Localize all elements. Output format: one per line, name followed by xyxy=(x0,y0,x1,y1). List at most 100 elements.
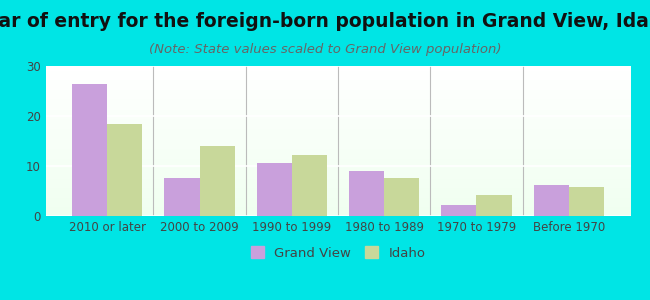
Bar xyxy=(46,158,630,159)
Bar xyxy=(46,180,630,182)
Bar xyxy=(46,82,630,84)
Bar xyxy=(46,93,630,94)
Bar xyxy=(46,118,630,120)
Bar xyxy=(46,103,630,105)
Bar xyxy=(46,198,630,200)
Bar xyxy=(46,106,630,108)
Bar xyxy=(46,183,630,184)
Bar xyxy=(46,148,630,150)
Bar xyxy=(46,189,630,190)
Bar xyxy=(46,132,630,134)
Bar xyxy=(46,130,630,132)
Bar xyxy=(46,105,630,106)
Text: Year of entry for the foreign-born population in Grand View, Idaho: Year of entry for the foreign-born popul… xyxy=(0,12,650,31)
Bar xyxy=(46,136,630,138)
Bar xyxy=(46,108,630,110)
Bar xyxy=(46,168,630,170)
Bar xyxy=(46,204,630,206)
Bar xyxy=(46,177,630,178)
Bar xyxy=(257,163,292,216)
Bar xyxy=(441,205,476,216)
Bar xyxy=(46,81,630,82)
Bar xyxy=(46,111,630,112)
Bar xyxy=(46,212,630,213)
Bar xyxy=(46,76,630,78)
Bar xyxy=(46,98,630,99)
Bar xyxy=(46,160,630,162)
Bar xyxy=(46,124,630,126)
Bar xyxy=(46,152,630,153)
Bar xyxy=(46,96,630,98)
Bar xyxy=(46,122,630,123)
Bar xyxy=(46,150,630,152)
Bar xyxy=(46,90,630,92)
Bar xyxy=(46,176,630,177)
Bar xyxy=(46,129,630,130)
Bar xyxy=(46,69,630,70)
Bar xyxy=(46,94,630,96)
Bar xyxy=(46,194,630,195)
Bar xyxy=(46,182,630,183)
Bar xyxy=(46,75,630,76)
Bar xyxy=(46,128,630,129)
Bar xyxy=(46,116,630,117)
Bar xyxy=(46,66,630,68)
Bar xyxy=(46,102,630,104)
Bar xyxy=(46,112,630,114)
Bar xyxy=(46,165,630,166)
Bar xyxy=(46,156,630,158)
Bar xyxy=(46,154,630,156)
Bar xyxy=(46,70,630,72)
Bar xyxy=(46,195,630,196)
Bar xyxy=(46,88,630,90)
Bar xyxy=(107,124,142,216)
Bar xyxy=(46,174,630,176)
Bar xyxy=(349,171,384,216)
Bar xyxy=(384,178,419,216)
Bar xyxy=(476,194,512,216)
Bar xyxy=(46,78,630,80)
Bar xyxy=(46,186,630,188)
Bar xyxy=(46,214,630,216)
Bar xyxy=(46,110,630,111)
Bar xyxy=(46,178,630,180)
Bar xyxy=(46,87,630,88)
Bar xyxy=(46,210,630,212)
Bar xyxy=(164,178,200,216)
Bar xyxy=(46,171,630,172)
Bar xyxy=(534,184,569,216)
Bar xyxy=(200,146,235,216)
Bar xyxy=(292,155,327,216)
Bar xyxy=(46,123,630,124)
Bar xyxy=(46,99,630,100)
Bar xyxy=(46,68,630,69)
Bar xyxy=(46,200,630,201)
Bar xyxy=(46,126,630,128)
Bar xyxy=(46,114,630,116)
Bar xyxy=(46,206,630,207)
Bar xyxy=(46,201,630,202)
Bar xyxy=(46,140,630,141)
Bar xyxy=(46,164,630,165)
Bar xyxy=(46,207,630,208)
Bar xyxy=(46,202,630,204)
Legend: Grand View, Idaho: Grand View, Idaho xyxy=(244,240,432,266)
Bar xyxy=(46,159,630,160)
Bar xyxy=(46,147,630,148)
Bar xyxy=(46,92,630,93)
Bar xyxy=(46,172,630,174)
Bar xyxy=(46,74,630,75)
Bar xyxy=(46,146,630,147)
Bar xyxy=(46,162,630,164)
Bar xyxy=(46,135,630,136)
Bar xyxy=(46,100,630,102)
Bar xyxy=(46,134,630,135)
Bar xyxy=(72,83,107,216)
Bar xyxy=(46,196,630,198)
Bar xyxy=(569,187,604,216)
Bar xyxy=(46,167,630,168)
Bar xyxy=(46,184,630,186)
Bar xyxy=(46,141,630,142)
Bar xyxy=(46,188,630,189)
Bar xyxy=(46,169,630,171)
